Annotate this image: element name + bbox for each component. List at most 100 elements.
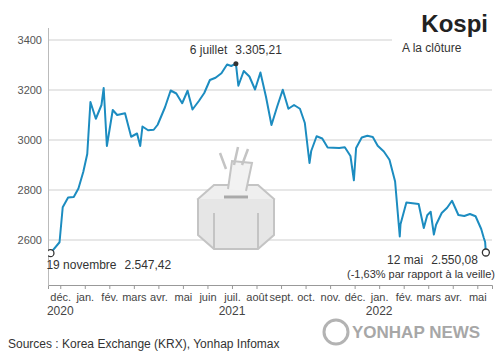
x-tick: juil. (223, 285, 241, 303)
x-tick-label: mai (469, 291, 487, 303)
plot-area (48, 61, 489, 256)
y-tick: 3400 (18, 34, 48, 46)
x-tick: jan. (370, 285, 389, 303)
year-label: 2020 (47, 304, 74, 318)
x-tick-label: oct. (297, 291, 315, 303)
annotation-label: 19 novembre 2.547,42 (46, 258, 171, 272)
x-tick: mai (175, 285, 193, 303)
x-tick-label: sept. (270, 291, 294, 303)
annotation-marker (233, 61, 238, 66)
y-tick-label: 2600 (18, 234, 42, 246)
x-tick-mark (134, 285, 135, 289)
x-tick-label: fév. (101, 291, 118, 303)
y-axis: 2600 2800 3000 3200 3400 (18, 28, 49, 286)
ballot-box-icon (198, 147, 274, 249)
x-tick-mark (453, 285, 454, 289)
x-tick-label: avr. (150, 291, 168, 303)
x-tick: nov. (321, 285, 341, 303)
annotation-marker (482, 249, 489, 256)
x-tick: fév. (101, 285, 118, 303)
x-tick: oct. (297, 285, 315, 303)
annotation-date: 19 novembre (46, 258, 116, 272)
x-tick: mars (122, 285, 147, 303)
y-tick: 2800 (18, 184, 48, 196)
y-axis-line (48, 28, 49, 286)
annotations: 19 novembre 2.547,42 6 juillet 3.305,21 12 m… (46, 43, 495, 281)
chart-container: déc.jan.fév.marsavr.maijuinjuil.aoûtsept… (0, 0, 500, 360)
x-tick-mark (306, 285, 307, 289)
x-axis-line (49, 286, 493, 290)
year-label: 2021 (219, 304, 246, 318)
annotation-label: 12 mai 2.550,08 (387, 253, 478, 267)
annotation-marker (48, 250, 54, 257)
x-tick-mark (477, 285, 478, 289)
x-tick: juin (198, 285, 216, 303)
x-tick: fév. (396, 285, 413, 303)
subtitle: A la clôture (402, 41, 462, 55)
title-background (392, 8, 496, 58)
x-tick-mark (158, 285, 159, 289)
year-label: 2022 (366, 304, 393, 318)
y-tick-label: 3200 (18, 84, 42, 96)
annotation-date: 6 juillet (190, 43, 228, 57)
background (0, 0, 500, 360)
y-tick-label: 3400 (18, 34, 42, 46)
x-tick-label: nov. (321, 291, 341, 303)
x-tick: sept. (270, 285, 294, 303)
grid-line (48, 90, 492, 91)
x-tick-mark (355, 285, 356, 289)
x-tick-label: jan. (75, 291, 94, 303)
x-tick-mark (379, 285, 380, 289)
x-tick-mark (404, 285, 405, 289)
kospi-line (50, 64, 485, 253)
title: Kospi (421, 10, 488, 37)
x-tick-label: avr. (444, 291, 462, 303)
annotation-value: 2.550,08 (431, 253, 478, 267)
x-tick: avr. (444, 285, 462, 303)
x-tick-label: mars (122, 291, 147, 303)
x-tick: déc. (50, 285, 71, 303)
x-tick-label: fév. (396, 291, 413, 303)
x-tick-label: juin (198, 291, 216, 303)
x-tick-mark (207, 285, 208, 289)
x-tick-mark (257, 285, 258, 289)
chart-svg: déc.jan.fév.marsavr.maijuinjuil.aoûtsept… (0, 0, 500, 360)
grid-line (48, 190, 492, 191)
x-tick-label: mai (175, 291, 193, 303)
x-axis: déc.jan.fév.marsavr.maijuinjuil.aoûtsept… (49, 285, 493, 303)
x-tick-mark (330, 285, 331, 289)
x-tick-mark (60, 285, 61, 289)
y-tick: 3000 (18, 134, 48, 146)
grid-line (48, 140, 492, 141)
annotation-date: 12 mai (387, 253, 423, 267)
annotation-label: 6 juillet 3.305,21 (190, 43, 282, 57)
x-tick: août (246, 285, 267, 303)
y-tick-label: 2800 (18, 184, 42, 196)
annotation-value: 2.547,42 (124, 258, 171, 272)
x-tick-mark (428, 285, 429, 289)
x-tick: mars (416, 285, 441, 303)
logo: YONHAP NEWS (324, 320, 480, 344)
x-tick-mark (281, 285, 282, 289)
y-tick-label: 3000 (18, 134, 42, 146)
x-tick: déc. (345, 285, 366, 303)
x-tick: mai (469, 285, 487, 303)
logo-text: YONHAP NEWS (352, 323, 480, 342)
x-tick-mark (183, 285, 184, 289)
x-tick: jan. (75, 285, 94, 303)
y-tick: 3200 (18, 84, 48, 96)
x-tick: avr. (150, 285, 168, 303)
year-labels: 2020 2021 2022 (47, 304, 393, 318)
x-tick-label: déc. (50, 291, 71, 303)
x-tick-mark (85, 285, 86, 289)
x-tick-mark (109, 285, 110, 289)
x-tick-label: juil. (223, 291, 241, 303)
x-tick-label: août (246, 291, 267, 303)
x-tick-mark (232, 285, 233, 289)
x-tick-label: mars (416, 291, 441, 303)
y-tick: 2600 (18, 234, 48, 246)
source: Sources : Korea Exchange (KRX), Yonhap I… (8, 337, 280, 351)
x-tick-label: jan. (370, 291, 389, 303)
x-tick-label: déc. (345, 291, 366, 303)
annotation-value: 3.305,21 (235, 43, 282, 57)
